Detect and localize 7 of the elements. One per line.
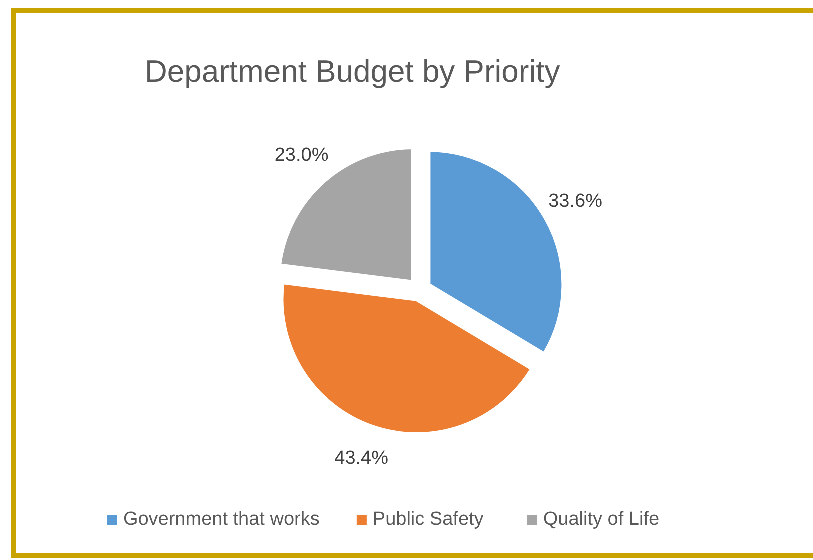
data-label: 23.0%: [274, 144, 329, 166]
legend-label: Government that works: [123, 509, 320, 530]
legend-label: Public Safety: [372, 509, 484, 530]
chart-title: Department Budget by Priority: [145, 54, 561, 89]
data-label: 43.4%: [334, 448, 389, 469]
data-label: 33.6%: [548, 190, 603, 212]
legend-label: Quality of Life: [543, 509, 660, 530]
